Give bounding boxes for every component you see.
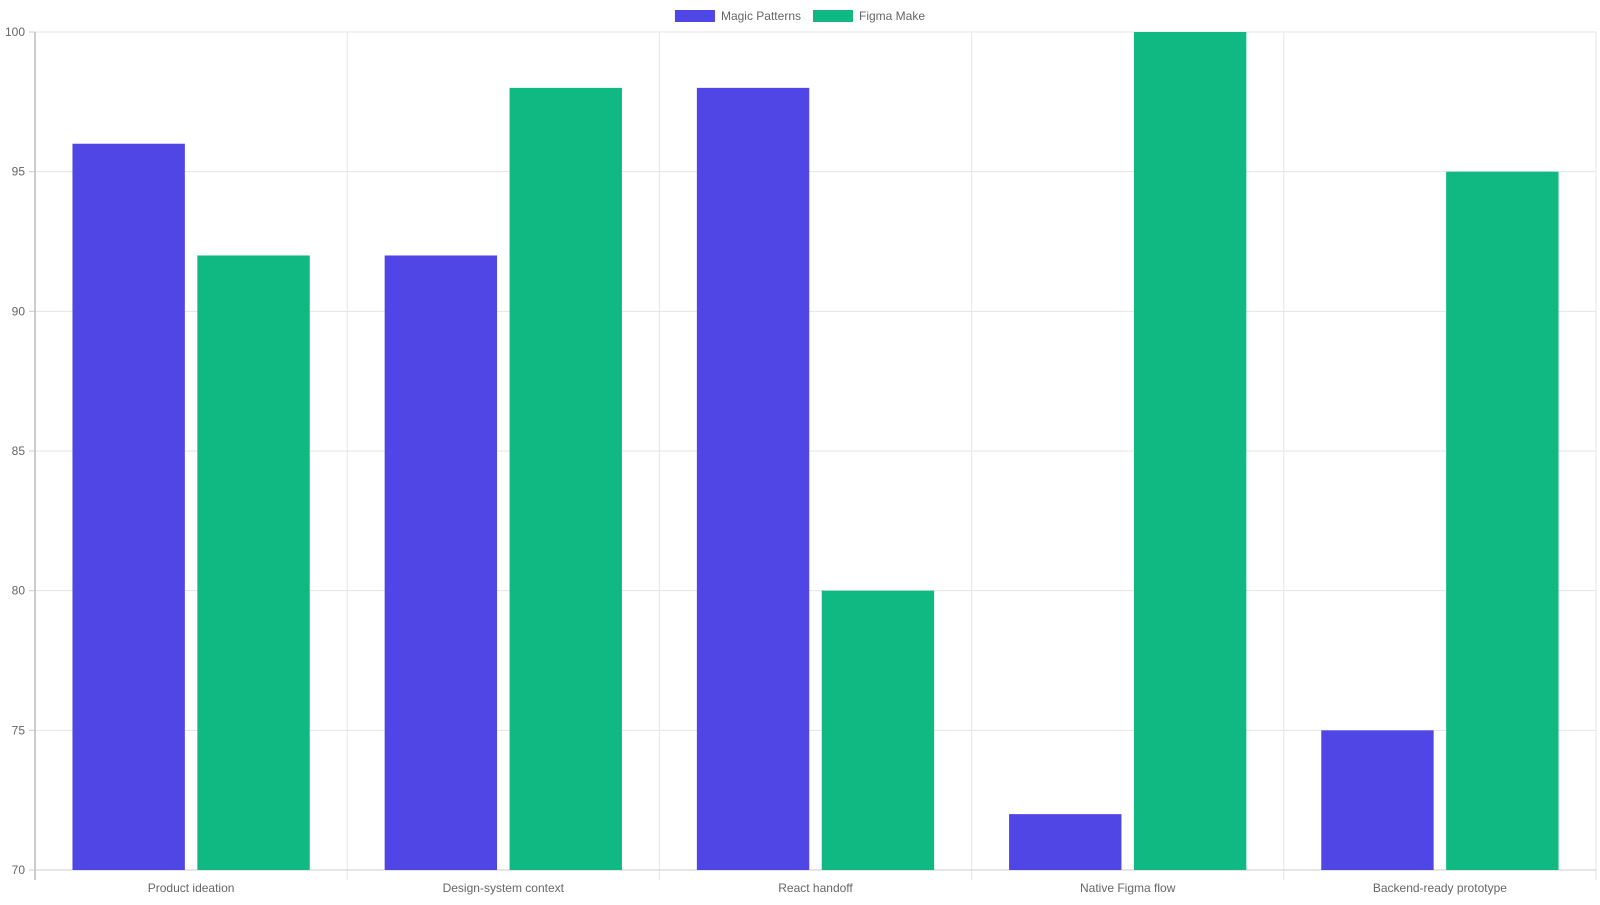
bar-magic-patterns-2[interactable] bbox=[696, 87, 810, 870]
y-tick-label: 90 bbox=[12, 304, 26, 318]
bars bbox=[72, 32, 1559, 870]
y-tick-label: 80 bbox=[12, 584, 26, 598]
bar-figma-make-3[interactable] bbox=[1133, 32, 1247, 870]
x-tick-label: Design-system context bbox=[443, 881, 565, 895]
y-tick-label: 70 bbox=[12, 863, 26, 877]
bar-figma-make-0[interactable] bbox=[197, 255, 310, 870]
bar-magic-patterns-0[interactable] bbox=[72, 143, 185, 870]
x-tick-label: React handoff bbox=[778, 881, 853, 895]
y-tick-label: 85 bbox=[12, 444, 26, 458]
bar-magic-patterns-3[interactable] bbox=[1009, 814, 1122, 870]
y-tick-label: 100 bbox=[5, 25, 25, 39]
y-tick-label: 95 bbox=[12, 165, 26, 179]
bar-magic-patterns-1[interactable] bbox=[384, 255, 498, 870]
y-axis-ticks: 70 75 80 85 90 95 100 bbox=[5, 25, 35, 877]
bar-figma-make-4[interactable] bbox=[1446, 171, 1559, 870]
bar-figma-make-2[interactable] bbox=[821, 590, 935, 870]
legend: Magic Patterns Figma Make bbox=[674, 9, 925, 23]
y-tick-label: 75 bbox=[12, 723, 26, 737]
bar-figma-make-1[interactable] bbox=[509, 87, 622, 870]
bar-magic-patterns-4[interactable] bbox=[1321, 730, 1434, 870]
legend-swatch-figma-make[interactable] bbox=[813, 10, 854, 22]
x-tick-label: Backend-ready prototype bbox=[1373, 881, 1507, 895]
x-axis-ticks: Product ideation Design-system context Rea… bbox=[148, 881, 1508, 895]
legend-label[interactable]: Figma Make bbox=[859, 9, 925, 23]
legend-swatch-magic-patterns[interactable] bbox=[674, 10, 715, 22]
x-tick-label: Native Figma flow bbox=[1080, 881, 1176, 895]
legend-label[interactable]: Magic Patterns bbox=[721, 9, 801, 23]
x-tick-label: Product ideation bbox=[148, 881, 235, 895]
